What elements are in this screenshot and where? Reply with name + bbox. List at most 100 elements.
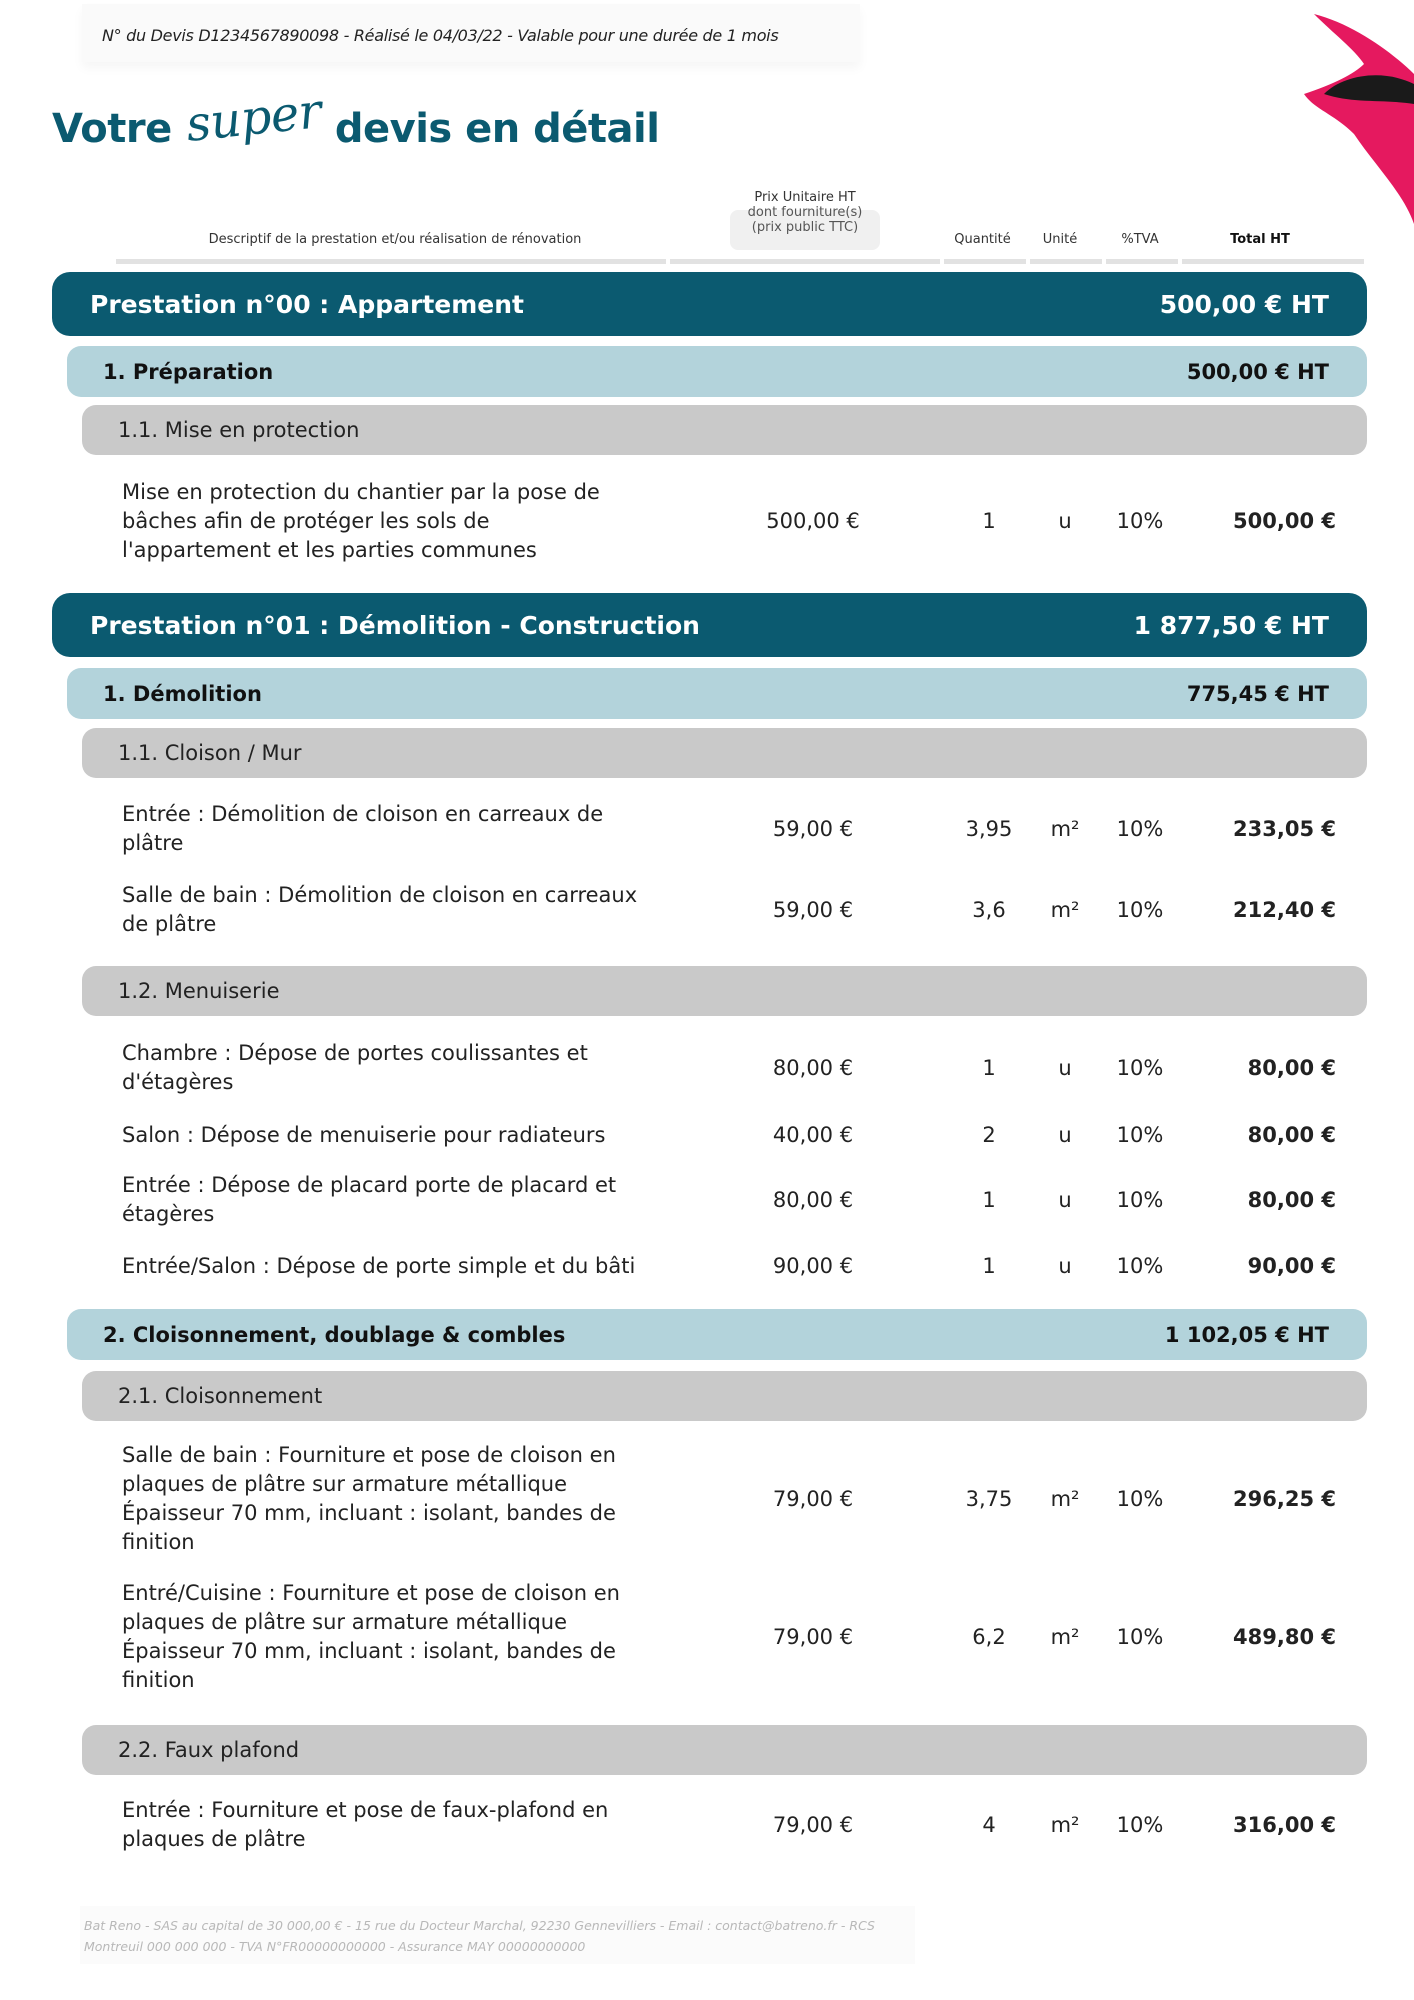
footer-line2: Montreuil 000 000 000 - TVA N°FR00000000… — [84, 1939, 586, 1954]
category-header: 2. Cloisonnement, doublage & combles 1 10… — [67, 1309, 1367, 1360]
description-line: plâtre — [122, 831, 184, 855]
line-item-total: 233,05 € — [1233, 817, 1336, 841]
description-line: Chambre : Dépose de portes coulissantes … — [122, 1041, 588, 1065]
line-item-price: 40,00 € — [772, 1123, 854, 1147]
column-rule — [1030, 259, 1102, 264]
line-item-qty: 1 — [982, 509, 996, 533]
line-item-total: 489,80 € — [1233, 1625, 1336, 1649]
description-line: Salon : Dépose de menuiserie pour radiat… — [122, 1122, 606, 1147]
description-line: finition — [122, 1668, 195, 1692]
line-item-qty: 1 — [982, 1056, 996, 1080]
line-item-unit: u — [1058, 509, 1072, 533]
description-line: plaques de plâtre sur armature métalliqu… — [122, 1472, 568, 1496]
col-unit: Unité — [1042, 232, 1078, 247]
category-header: 1. Préparation 500,00 € HT — [67, 346, 1367, 397]
column-rule — [1182, 259, 1364, 264]
line-item-qty: 4 — [982, 1813, 996, 1837]
col-total: Total HT — [1230, 232, 1290, 247]
column-rule — [944, 259, 1026, 264]
title-script: super — [183, 83, 324, 153]
description-line: Mise en protection du chantier par la po… — [122, 479, 600, 504]
description-line: bâches afin de protéger les sols de — [122, 508, 490, 533]
line-item-unit: m² — [1050, 1625, 1080, 1649]
line-item-vat: 10% — [1116, 1123, 1164, 1147]
line-item-description: Entré/Cuisine : Fourniture et pose de cl… — [122, 1579, 682, 1695]
column-rule — [670, 259, 940, 264]
line-item-price: 79,00 € — [772, 1487, 854, 1511]
description-line: plaques de plâtre sur armature métalliqu… — [122, 1610, 568, 1634]
prestation-header-title: Prestation n°00 : Appartement — [90, 289, 524, 319]
description-line: plaques de plâtre — [122, 1827, 306, 1851]
line-item-description: Entrée : Dépose de placard porte de plac… — [122, 1171, 682, 1229]
line-item-description: Salle de bain : Fourniture et pose de cl… — [122, 1441, 682, 1557]
description-line: Salle de bain : Fourniture et pose de cl… — [122, 1443, 616, 1467]
prestation-header-title: Prestation n°01 : Démolition - Construct… — [90, 610, 700, 640]
page-title: Votre super devis en détail — [52, 83, 660, 154]
subcategory-header: 2.2. Faux plafond — [82, 1725, 1367, 1775]
col-price-line2: dont fourniture(s) — [747, 205, 863, 220]
description-line: étagères — [122, 1202, 215, 1226]
description-line: l'appartement et les parties communes — [122, 537, 537, 562]
line-item-unit: u — [1058, 1188, 1072, 1212]
prestation-header: Prestation n°00 : Appartement 500,00 € HT — [52, 272, 1367, 336]
description-line: Entrée : Démolition de cloison en carrea… — [122, 802, 604, 826]
prestation-header-total: 1 877,50 € HT — [1133, 610, 1329, 640]
category-header-title: 2. Cloisonnement, doublage & combles — [103, 1322, 566, 1347]
description-line: Entrée/Salon : Dépose de porte simple et… — [122, 1253, 636, 1278]
line-item-qty: 1 — [982, 1188, 996, 1212]
quote-info-bar: N° du Devis D1234567890098 - Réalisé le … — [82, 4, 860, 62]
line-item-price: 80,00 € — [772, 1056, 854, 1080]
line-item-vat: 10% — [1116, 1188, 1164, 1212]
line-item-price: 79,00 € — [772, 1625, 854, 1649]
line-item-unit: m² — [1050, 1813, 1080, 1837]
subcategory-header: 1.1. Cloison / Mur — [82, 728, 1367, 778]
line-item-vat: 10% — [1116, 1056, 1164, 1080]
line-item-qty: 3,6 — [972, 898, 1006, 922]
description-line: de plâtre — [122, 912, 217, 936]
subcategory-header: 1.2. Menuiserie — [82, 966, 1367, 1016]
col-price: Prix Unitaire HT dont fourniture(s) (pri… — [705, 190, 905, 235]
brand-logo-shape-icon — [1304, 14, 1414, 224]
footer-line1: Bat Reno - SAS au capital de 30 000,00 €… — [84, 1918, 875, 1933]
line-item-description: Mise en protection du chantier par la po… — [122, 478, 682, 565]
quote-info: N° du Devis D1234567890098 - Réalisé le … — [102, 26, 779, 45]
line-item-price: 79,00 € — [772, 1813, 854, 1837]
line-item-total: 296,25 € — [1233, 1487, 1336, 1511]
line-item-total: 80,00 € — [1247, 1056, 1336, 1080]
line-item-vat: 10% — [1116, 1254, 1164, 1278]
line-item-description: Entrée : Démolition de cloison en carrea… — [122, 800, 682, 858]
line-item-price: 90,00 € — [772, 1254, 854, 1278]
line-item-total: 90,00 € — [1247, 1254, 1336, 1278]
line-item-price: 59,00 € — [772, 898, 854, 922]
description-line: Entrée : Dépose de placard porte de plac… — [122, 1173, 617, 1197]
subcategory-header-title: 1.1. Mise en protection — [118, 418, 360, 442]
line-item-vat: 10% — [1116, 509, 1164, 533]
line-item-qty: 1 — [982, 1254, 996, 1278]
line-item-description: Entrée/Salon : Dépose de porte simple et… — [122, 1252, 682, 1281]
line-item-unit: m² — [1050, 898, 1080, 922]
line-item-vat: 10% — [1116, 1487, 1164, 1511]
description-line: Entrée : Fourniture et pose de faux-plaf… — [122, 1798, 609, 1822]
line-item-price: 59,00 € — [772, 817, 854, 841]
prestation-header: Prestation n°01 : Démolition - Construct… — [52, 593, 1367, 657]
line-item-total: 212,40 € — [1233, 898, 1336, 922]
line-item-unit: m² — [1050, 1487, 1080, 1511]
description-line: Épaisseur 70 mm, incluant : isolant, ban… — [122, 1501, 616, 1525]
line-item-vat: 10% — [1116, 1813, 1164, 1837]
description-line: finition — [122, 1530, 195, 1554]
line-item-vat: 10% — [1116, 1625, 1164, 1649]
column-rule — [116, 259, 666, 264]
description-line: Épaisseur 70 mm, incluant : isolant, ban… — [122, 1639, 616, 1663]
category-header-total: 500,00 € HT — [1186, 359, 1329, 384]
price-header-highlight — [730, 210, 880, 250]
line-item-price: 500,00 € — [766, 509, 860, 533]
line-item-qty: 6,2 — [972, 1625, 1006, 1649]
line-item-total: 500,00 € — [1233, 509, 1336, 533]
line-item-qty: 3,95 — [965, 817, 1013, 841]
subcategory-header: 1.1. Mise en protection — [82, 405, 1367, 455]
footer: Bat Reno - SAS au capital de 30 000,00 €… — [80, 1906, 915, 1964]
category-header-title: 1. Préparation — [103, 359, 274, 384]
col-vat: %TVA — [1121, 232, 1159, 247]
line-item-total: 80,00 € — [1247, 1188, 1336, 1212]
line-item-description: Chambre : Dépose de portes coulissantes … — [122, 1039, 682, 1097]
